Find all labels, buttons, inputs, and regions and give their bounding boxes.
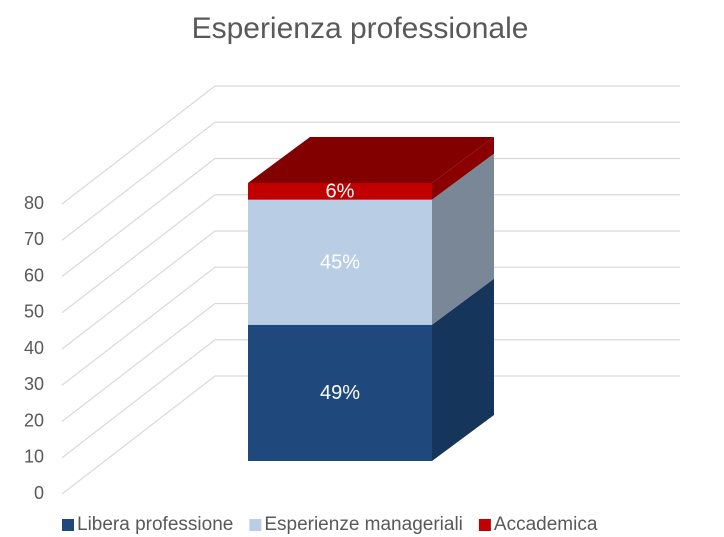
bar-side: [432, 153, 494, 325]
bar-top: [248, 137, 494, 183]
bar: [248, 324, 432, 461]
chart-title: Esperienza professionale: [192, 12, 529, 45]
grid-line: [61, 158, 216, 277]
grid-line: [61, 375, 216, 495]
y-tick-label: 40: [24, 338, 44, 358]
bar-side: [432, 137, 494, 200]
y-tick-label: 60: [24, 265, 44, 285]
grid-line: [61, 303, 216, 422]
y-tick-label: 0: [34, 483, 44, 503]
y-tick-label: 10: [24, 447, 44, 467]
legend-swatch: [478, 519, 491, 531]
y-tick-label: 70: [24, 229, 44, 249]
data-label: 49%: [320, 382, 360, 404]
legend-swatch: [62, 519, 74, 531]
grid-line: [61, 266, 216, 386]
legend-swatch: [249, 519, 262, 531]
y-tick-label: 20: [24, 410, 44, 430]
legend-label: Libera professione: [77, 514, 233, 535]
y-tick-label: 80: [24, 193, 44, 213]
data-label: 6%: [326, 181, 355, 203]
grid-line: [61, 339, 216, 459]
grid-line: [61, 230, 216, 350]
bar-side: [432, 278, 494, 461]
y-tick-label: 30: [24, 374, 44, 394]
grid-line: [61, 121, 216, 241]
bar: [248, 199, 432, 325]
grid-line: [61, 194, 216, 314]
bar: [248, 183, 432, 200]
data-label: 45%: [320, 252, 360, 274]
grid-line: [61, 85, 216, 205]
y-tick-label: 50: [24, 302, 44, 322]
legend-label: Accademica: [494, 514, 598, 535]
legend-label: Esperienze manageriali: [264, 514, 463, 535]
